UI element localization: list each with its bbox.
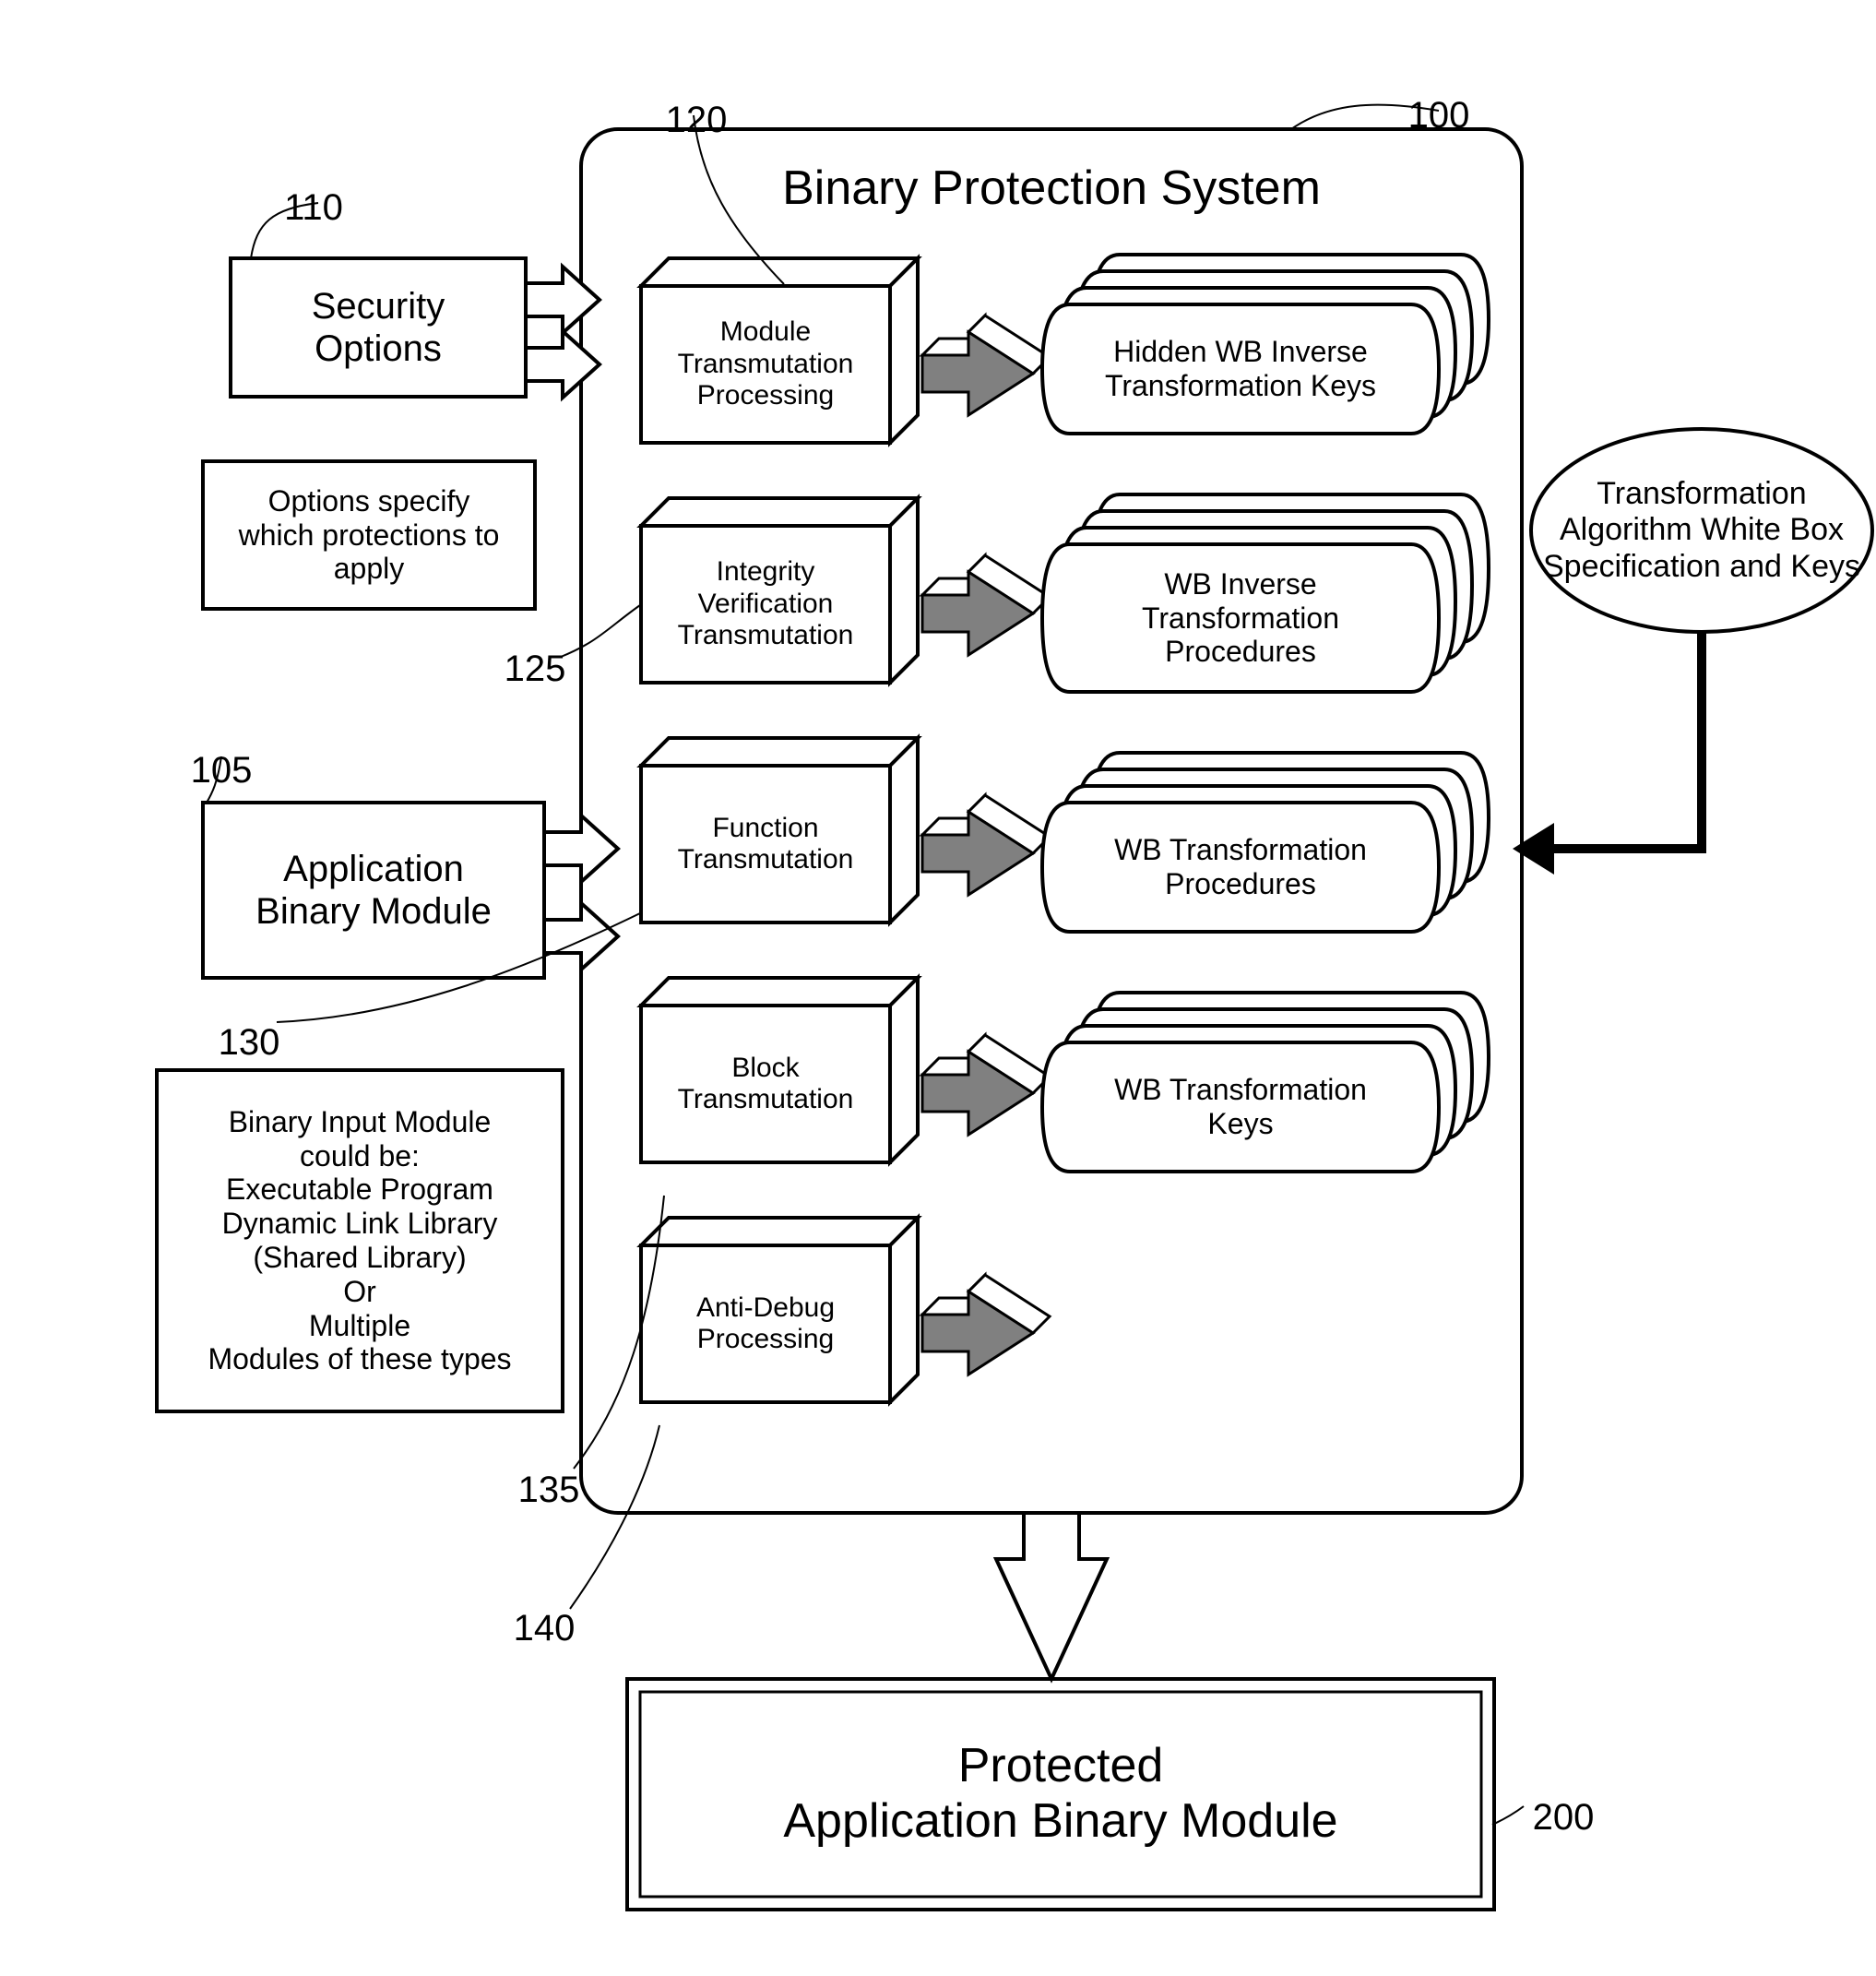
ref-200: 200 bbox=[1526, 1794, 1600, 1840]
ref-120: 120 bbox=[659, 97, 733, 143]
stack-label: WB InverseTransformationProcedures bbox=[1061, 544, 1420, 692]
ref-110: 110 bbox=[277, 185, 350, 231]
security-options-label: SecurityOptions bbox=[231, 258, 526, 397]
process-120: ModuleTransmutationProcessing bbox=[647, 286, 885, 443]
ref-100: 100 bbox=[1402, 92, 1476, 138]
process-125: IntegrityVerificationTransmutation bbox=[647, 526, 885, 683]
process-140: Anti-DebugProcessing bbox=[647, 1245, 885, 1402]
ref-130: 130 bbox=[212, 1019, 286, 1065]
ellipse-label: TransformationAlgorithm White BoxSpecifi… bbox=[1540, 443, 1863, 618]
app-binary-label: ApplicationBinary Module bbox=[203, 803, 544, 978]
ref-125: 125 bbox=[498, 646, 572, 692]
desc-binary-label: Binary Input Modulecould be:Executable P… bbox=[164, 1077, 555, 1404]
main-title: Binary Protection System bbox=[729, 161, 1374, 217]
desc-options-label: Options specifywhich protections toapply bbox=[210, 461, 528, 609]
stack-label: WB TransformationKeys bbox=[1061, 1042, 1420, 1172]
process-135: BlockTransmutation bbox=[647, 1006, 885, 1162]
ref-135: 135 bbox=[512, 1467, 586, 1513]
ref-140: 140 bbox=[507, 1605, 581, 1651]
output-label: ProtectedApplication Binary Module bbox=[627, 1679, 1494, 1910]
stack-label: WB TransformationProcedures bbox=[1061, 803, 1420, 932]
stack-label: Hidden WB InverseTransformation Keys bbox=[1061, 304, 1420, 434]
process-130: FunctionTransmutation bbox=[647, 766, 885, 923]
ref-105: 105 bbox=[184, 747, 258, 793]
